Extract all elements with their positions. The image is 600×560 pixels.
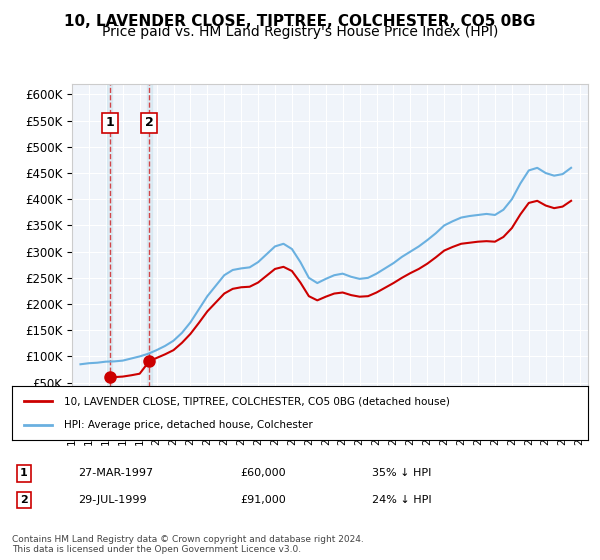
Text: 24% ↓ HPI: 24% ↓ HPI	[372, 495, 431, 505]
Text: 10, LAVENDER CLOSE, TIPTREE, COLCHESTER, CO5 0BG (detached house): 10, LAVENDER CLOSE, TIPTREE, COLCHESTER,…	[64, 396, 450, 407]
Text: 2: 2	[20, 495, 28, 505]
Text: HPI: Average price, detached house, Colchester: HPI: Average price, detached house, Colc…	[64, 419, 313, 430]
Bar	[107, 84, 112, 409]
Text: 35% ↓ HPI: 35% ↓ HPI	[372, 468, 431, 478]
Text: 29-JUL-1999: 29-JUL-1999	[78, 495, 146, 505]
Text: 1: 1	[106, 116, 114, 129]
Text: 10, LAVENDER CLOSE, TIPTREE, COLCHESTER, CO5 0BG: 10, LAVENDER CLOSE, TIPTREE, COLCHESTER,…	[64, 14, 536, 29]
Text: Contains HM Land Registry data © Crown copyright and database right 2024.
This d: Contains HM Land Registry data © Crown c…	[12, 535, 364, 554]
Text: 1: 1	[20, 468, 28, 478]
Text: Price paid vs. HM Land Registry's House Price Index (HPI): Price paid vs. HM Land Registry's House …	[102, 25, 498, 39]
Text: 27-MAR-1997: 27-MAR-1997	[78, 468, 153, 478]
Text: 2: 2	[145, 116, 154, 129]
Text: £91,000: £91,000	[240, 495, 286, 505]
Bar	[147, 84, 152, 409]
Text: £60,000: £60,000	[240, 468, 286, 478]
